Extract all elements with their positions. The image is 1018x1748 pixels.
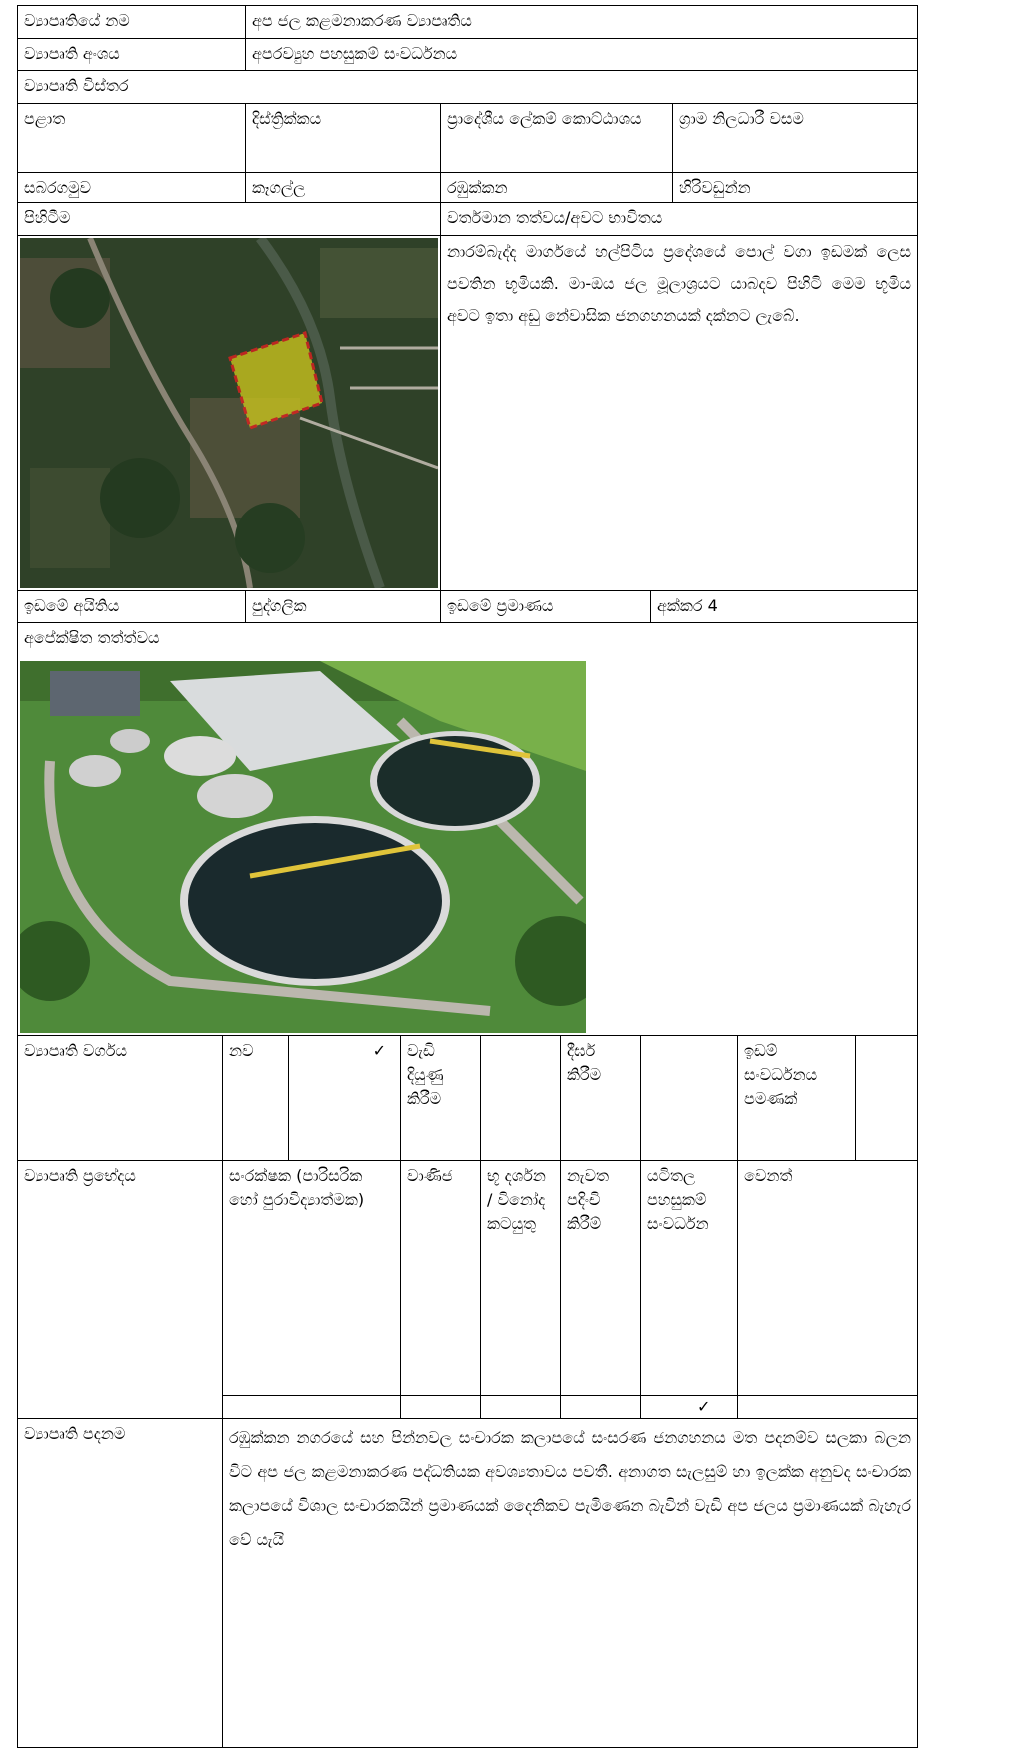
check-cell: ✓ xyxy=(288,1035,401,1161)
section-cell: ව්‍යාපෘති විස්තර xyxy=(17,70,918,104)
empty-cell xyxy=(737,1395,918,1419)
empty-cell xyxy=(640,1035,738,1161)
option-cell: වෙනත් xyxy=(737,1160,918,1396)
option-cell: නැවත පදිංචි කිරීම් xyxy=(560,1160,641,1396)
value-cell: කෑගල්ල xyxy=(245,172,441,203)
label-cell: ඉඩමේ ප්‍රමාණය xyxy=(440,590,651,623)
value-cell: අපරව්‍යුහ පහසුකම් සංවර්ධනය xyxy=(245,38,918,71)
label-cell: ව්‍යාපෘති පදනම xyxy=(17,1418,223,1748)
empty-cell xyxy=(480,1395,561,1419)
check-cell: ✓ xyxy=(640,1395,738,1419)
label-cell: වර්තමාන තත්වය/අවට භාවිතය xyxy=(440,202,918,236)
option-cell: වාණිජ xyxy=(400,1160,481,1396)
label-cell: ව්‍යාපෘති ප්‍රභේදය xyxy=(17,1160,223,1419)
label-cell: ව්‍යාපෘතියේ නම xyxy=(17,5,246,39)
label-cell: පිහිටීම xyxy=(17,202,441,236)
label-cell: ව්‍යාපෘති අංශය xyxy=(17,38,246,71)
value-cell: පුද්ගලික xyxy=(245,590,441,623)
empty-cell xyxy=(855,1035,918,1161)
value-cell: රඹුක්කන xyxy=(440,172,673,203)
option-cell: නව xyxy=(222,1035,289,1161)
empty-cell xyxy=(560,1395,641,1419)
map-cell xyxy=(17,235,441,591)
option-cell: යටිතල පහසුකම් සංවර්ධන xyxy=(640,1160,738,1396)
header-cell: ප්‍රාදේශීය ලේකම් කොට්ඨාශය xyxy=(440,103,673,173)
satellite-map xyxy=(20,236,439,590)
description-cell: නාරම්බැද්ද මාර්ගයේ හල්පිටිය ප්‍රදේශයේ පො… xyxy=(440,235,918,591)
expected-cell: අපේක්ෂිත තත්ත්වය xyxy=(17,622,918,1036)
plant-photo xyxy=(20,661,586,1033)
header-cell: ග්‍රාම නිලධාරී වසම xyxy=(672,103,918,173)
empty-cell xyxy=(400,1395,481,1419)
value-cell: සබරගමුව xyxy=(17,172,246,203)
option-cell: භූ දර්ශන / විනෝද කටයුතු xyxy=(480,1160,561,1396)
basis-cell: රඹුක්කන නගරයේ සහ පින්නවල සංචාරක කලාපයේ ස… xyxy=(222,1418,918,1748)
empty-cell xyxy=(222,1395,401,1419)
value-cell: හිරිවඩුන්න xyxy=(672,172,918,203)
option-cell: වැඩි දියුණු කිරීම xyxy=(400,1035,481,1161)
value-cell: අප ජල කළමනාකරණ ව්‍යාපෘතිය xyxy=(245,5,918,39)
label-cell: ව්‍යාපෘති වර්ගය xyxy=(17,1035,223,1161)
option-cell: ඉඩම් සංවර්ධනය පමණක් xyxy=(737,1035,856,1161)
value-cell: අක්කර 4 xyxy=(650,590,918,623)
empty-cell xyxy=(480,1035,561,1161)
expected-label: අපේක්ෂිත තත්ත්වය xyxy=(24,628,160,647)
option-cell: සංරක්ෂක (පාරිසරික හෝ පුරාවිද්‍යාත්මක) xyxy=(222,1160,401,1396)
label-cell: ඉඩමේ අයිතිය xyxy=(17,590,246,623)
option-cell: දීර්ඝ කිරීම xyxy=(560,1035,641,1161)
header-cell: පළාත xyxy=(17,103,246,173)
header-cell: දිස්ත්‍රික්කය xyxy=(245,103,441,173)
